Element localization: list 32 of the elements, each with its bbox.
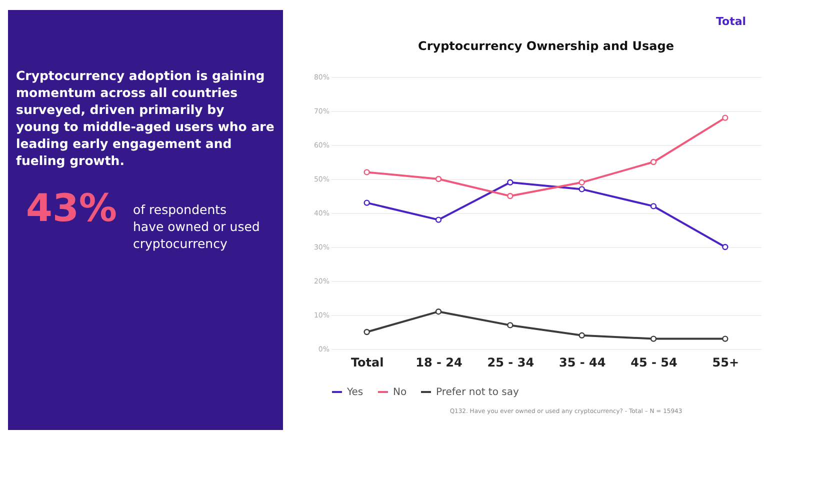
point (578, 332, 585, 338)
point (507, 192, 514, 200)
x-tick-label: 45 - 54 (630, 356, 678, 370)
point (650, 203, 657, 210)
text: Total (716, 15, 746, 28)
point (650, 336, 657, 342)
point (364, 200, 370, 206)
point (722, 336, 728, 342)
point (578, 186, 585, 192)
point (364, 328, 370, 336)
point (722, 114, 728, 121)
point (578, 179, 585, 186)
x-tick-label: 55+ (712, 356, 740, 370)
point (435, 176, 442, 182)
legend-label: Prefer not to say (436, 387, 519, 398)
point (435, 216, 442, 223)
point (722, 244, 728, 250)
text: Cryptocurrency adoption is gaining momentum across all countries surveyed, driven primarily by young to middle-aged users who are leading early engagement and fueling growth. (16, 68, 274, 168)
x-tick-label: Total (350, 356, 384, 370)
chart-title: Cryptocurrency Ownership and Usage (418, 39, 674, 53)
x-tick-label: 25 - 34 (487, 356, 534, 370)
legend-label: Yes (346, 387, 364, 398)
text: of respondents have owned or used cryptocurrency (133, 202, 260, 251)
point (650, 158, 657, 166)
point (507, 322, 514, 328)
point (435, 308, 442, 315)
legend-label: No (393, 387, 407, 398)
point (507, 179, 514, 186)
x-tick-label: 35 - 44 (558, 356, 606, 370)
text: 43% (26, 186, 117, 230)
point (364, 169, 370, 176)
x-tick-label: 18 - 24 (416, 356, 462, 370)
